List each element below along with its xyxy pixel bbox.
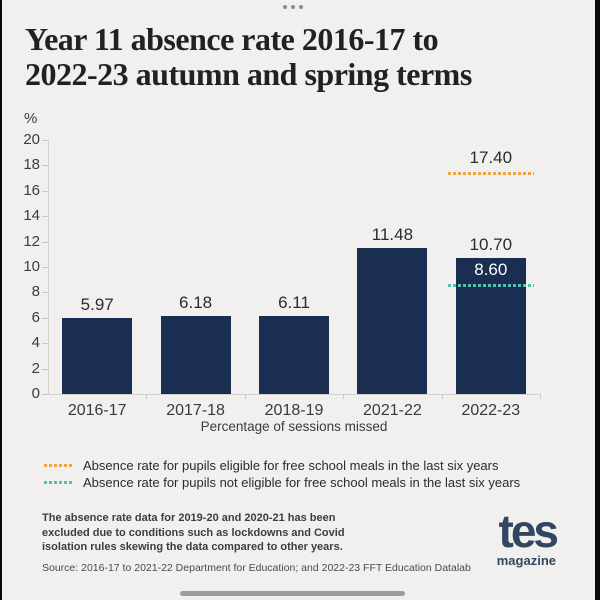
footnote: The absence rate data for 2019-20 and 20… [42, 511, 345, 555]
y-axis-tick-label: 4 [31, 334, 40, 352]
ellipsis-dot [299, 5, 303, 9]
y-axis-tick [42, 267, 48, 268]
footnote-line: isolation rules skewing the data compare… [42, 541, 343, 553]
y-axis-tick [42, 165, 48, 167]
legend-label: Absence rate for pupils eligible for fre… [83, 458, 499, 473]
chart-title-line1: Year 11 absence rate 2016-17 to [25, 21, 439, 57]
bar-value-label: 6.11 [278, 293, 310, 313]
reference-line-label: 17.40 [469, 148, 513, 168]
x-axis-category-label: 2016-17 [67, 402, 127, 419]
y-axis-tick [42, 368, 48, 370]
x-axis-title: Percentage of sessions missed [200, 419, 388, 434]
x-axis-tick [244, 394, 246, 399]
y-axis-unit-label: % [24, 110, 38, 127]
y-axis-tick-label: 20 [23, 131, 40, 148]
screen-edge-right [595, 0, 600, 600]
bar-value-label: 10.70 [469, 235, 513, 255]
screen-edge-left [0, 0, 2, 600]
bar-2022-23 [455, 258, 526, 394]
bar-chart: 0 2 4 6 8 10 12 14 16 18 20 5.97 2016-17 6.18 2017-18 6… [23, 131, 541, 419]
tes-magazine-logo: tes magazine [496, 505, 559, 568]
x-axis-tick [343, 394, 345, 399]
y-axis-tick-label: 14 [23, 207, 40, 225]
logo-tagline: magazine [496, 553, 556, 568]
y-axis-tick-label: 6 [31, 308, 40, 326]
y-axis-tick [42, 140, 48, 141]
footnote-line: excluded due to conditions such as lockd… [42, 526, 345, 539]
source-note: Source: 2016-17 to 2021-22 Department fo… [42, 562, 471, 574]
bar-value-label: 6.18 [179, 292, 213, 312]
x-axis-category-label: 2018-19 [264, 402, 324, 419]
x-axis-category-label: 2021-22 [363, 402, 422, 419]
ellipsis-dot [291, 5, 295, 9]
x-axis-line [48, 394, 540, 395]
y-axis-tick [42, 216, 48, 218]
bar-2021-22 [357, 248, 428, 394]
y-axis-tick [42, 190, 48, 192]
legend-item: Absence rate for pupils not eligible for… [44, 474, 520, 491]
chart-legend: Absence rate for pupils eligible for fre… [44, 457, 520, 491]
legend-dotted-swatch [44, 464, 74, 467]
bar-2017-18 [160, 315, 231, 394]
legend-label: Absence rate for pupils not eligible for… [83, 475, 521, 490]
y-axis-tick-label: 8 [31, 283, 40, 301]
y-axis-tick-label: 16 [23, 181, 40, 199]
legend-dotted-swatch [44, 481, 74, 484]
bar-value-label: 11.48 [371, 225, 414, 245]
x-axis-category-label: 2022-23 [461, 402, 521, 419]
y-axis-tick-label: 0 [31, 385, 40, 402]
legend-item: Absence rate for pupils eligible for fre… [44, 457, 520, 474]
y-axis-tick [42, 317, 48, 319]
y-axis-tick-label: 12 [23, 232, 40, 250]
reference-line [447, 283, 534, 287]
reference-line-label: 8.60 [474, 259, 508, 279]
x-axis-category-label: 2017-18 [166, 402, 225, 419]
chart-title: Year 11 absence rate 2016-17 to 2022-23 … [25, 22, 585, 92]
y-axis-tick-label: 2 [31, 359, 40, 377]
y-axis-tick [42, 394, 48, 395]
bottom-drag-handle[interactable] [180, 591, 405, 596]
y-axis-tick [42, 241, 48, 243]
chart-title-line2: 2022-23 autumn and spring terms [25, 56, 472, 92]
footnote-line: The absence rate data for 2019-20 and 20… [42, 512, 336, 524]
y-axis-tick-label: 18 [23, 156, 40, 174]
bar-2016-17 [62, 318, 133, 394]
y-axis-tick-label: 10 [23, 258, 40, 275]
x-axis-tick [441, 394, 443, 399]
y-axis-tick [42, 343, 48, 345]
ellipsis-menu-icon[interactable] [283, 5, 303, 9]
reference-line [447, 172, 534, 176]
ellipsis-dot [283, 5, 287, 9]
x-axis-tick [540, 394, 541, 399]
logo-wordmark: tes [498, 505, 559, 557]
x-axis-tick [146, 394, 148, 399]
bar-2018-19 [259, 316, 329, 394]
y-axis-tick [42, 292, 48, 294]
bar-value-label: 5.97 [80, 295, 114, 315]
y-axis-line [48, 140, 49, 394]
